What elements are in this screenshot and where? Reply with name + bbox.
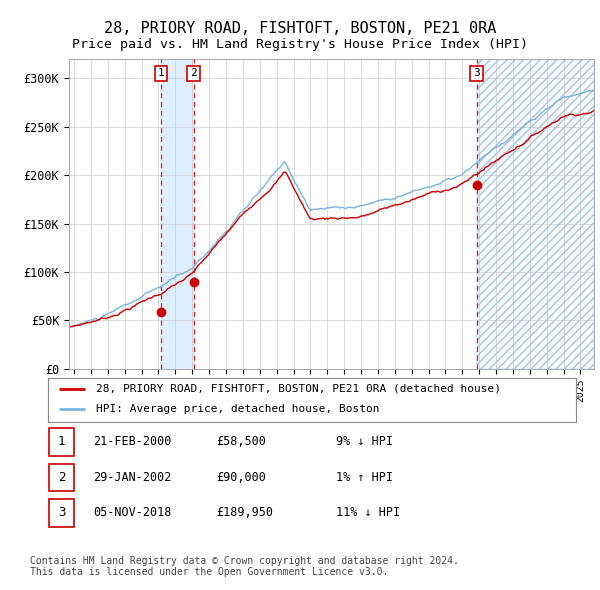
Text: 3: 3 — [473, 68, 480, 78]
Text: Contains HM Land Registry data © Crown copyright and database right 2024.
This d: Contains HM Land Registry data © Crown c… — [30, 556, 459, 578]
Bar — [161, 59, 194, 369]
Text: 9% ↓ HPI: 9% ↓ HPI — [336, 435, 393, 448]
Text: 29-JAN-2002: 29-JAN-2002 — [93, 471, 172, 484]
Text: 21-FEB-2000: 21-FEB-2000 — [93, 435, 172, 448]
Text: HPI: Average price, detached house, Boston: HPI: Average price, detached house, Bost… — [95, 405, 379, 414]
Text: 2: 2 — [190, 68, 197, 78]
Text: 28, PRIORY ROAD, FISHTOFT, BOSTON, PE21 0RA: 28, PRIORY ROAD, FISHTOFT, BOSTON, PE21 … — [104, 21, 496, 35]
Text: 11% ↓ HPI: 11% ↓ HPI — [336, 506, 400, 519]
Text: 05-NOV-2018: 05-NOV-2018 — [93, 506, 172, 519]
Text: 1: 1 — [157, 68, 164, 78]
Text: 3: 3 — [58, 506, 65, 519]
Bar — [476, 59, 594, 369]
Text: £58,500: £58,500 — [216, 435, 266, 448]
Text: Price paid vs. HM Land Registry's House Price Index (HPI): Price paid vs. HM Land Registry's House … — [72, 38, 528, 51]
Text: 28, PRIORY ROAD, FISHTOFT, BOSTON, PE21 0RA (detached house): 28, PRIORY ROAD, FISHTOFT, BOSTON, PE21 … — [95, 384, 500, 394]
Bar — [476, 59, 594, 369]
Text: 2: 2 — [58, 471, 65, 484]
Text: 1% ↑ HPI: 1% ↑ HPI — [336, 471, 393, 484]
Text: £189,950: £189,950 — [216, 506, 273, 519]
Text: 1: 1 — [58, 435, 65, 448]
Text: £90,000: £90,000 — [216, 471, 266, 484]
